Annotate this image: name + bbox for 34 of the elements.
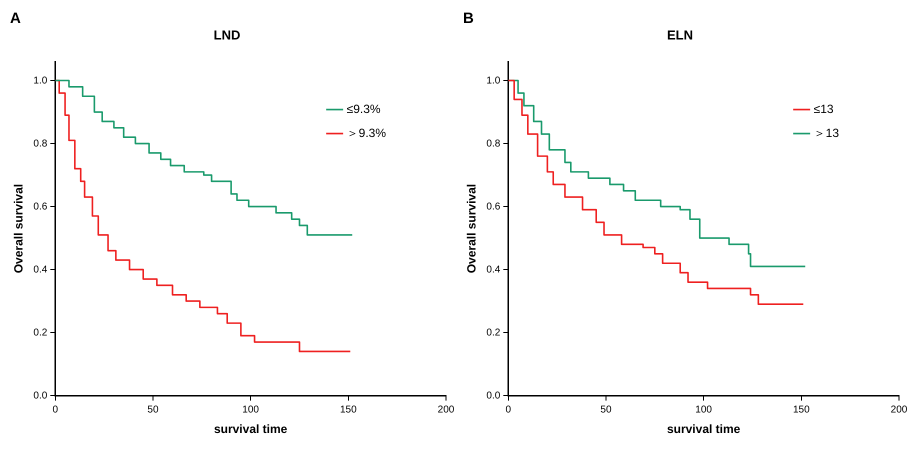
legend-label: ＞9.3%: [346, 126, 386, 140]
chart-title: ELN: [667, 27, 693, 42]
x-axis-title: survival time: [666, 422, 741, 436]
x-tick-label: 150: [340, 404, 358, 416]
y-tick-label: 1.0: [486, 75, 501, 86]
x-tick-label: 0: [52, 404, 59, 416]
y-tick-label: 0.8: [33, 138, 48, 150]
y-tick-label: 0.8: [486, 138, 501, 150]
legend-label: ≤13: [814, 102, 834, 116]
legend-label: ≤9.3%: [346, 102, 381, 116]
y-tick-label: 0.0: [33, 390, 48, 402]
y-tick-label: 1.0: [33, 75, 48, 86]
x-tick-label: 0: [506, 404, 512, 416]
legend-label: ＞13: [814, 126, 840, 140]
y-tick-label: 0.0: [486, 390, 501, 402]
x-tick-label: 150: [792, 404, 810, 416]
y-axis-title: Overall survival: [464, 184, 479, 274]
chart-title: LND: [214, 27, 240, 42]
y-tick-label: 0.2: [486, 327, 501, 338]
x-tick-label: 100: [695, 404, 712, 416]
x-tick-label: 200: [890, 404, 908, 416]
text: B: [463, 10, 474, 27]
x-tick-label: 200: [438, 404, 455, 416]
x-tick-label: 50: [147, 404, 159, 416]
x-tick-label: 50: [600, 404, 612, 416]
y-tick-label: 0.6: [33, 201, 48, 212]
y-tick-label: 0.4: [486, 264, 501, 276]
x-tick-label: 100: [242, 404, 260, 416]
text: A: [10, 10, 21, 27]
x-axis-title: survival time: [214, 422, 288, 436]
y-tick-label: 0.4: [33, 264, 48, 276]
y-axis-title: Overall survival: [12, 184, 26, 274]
y-tick-label: 0.2: [33, 327, 48, 338]
y-tick-label: 0.6: [486, 201, 501, 212]
